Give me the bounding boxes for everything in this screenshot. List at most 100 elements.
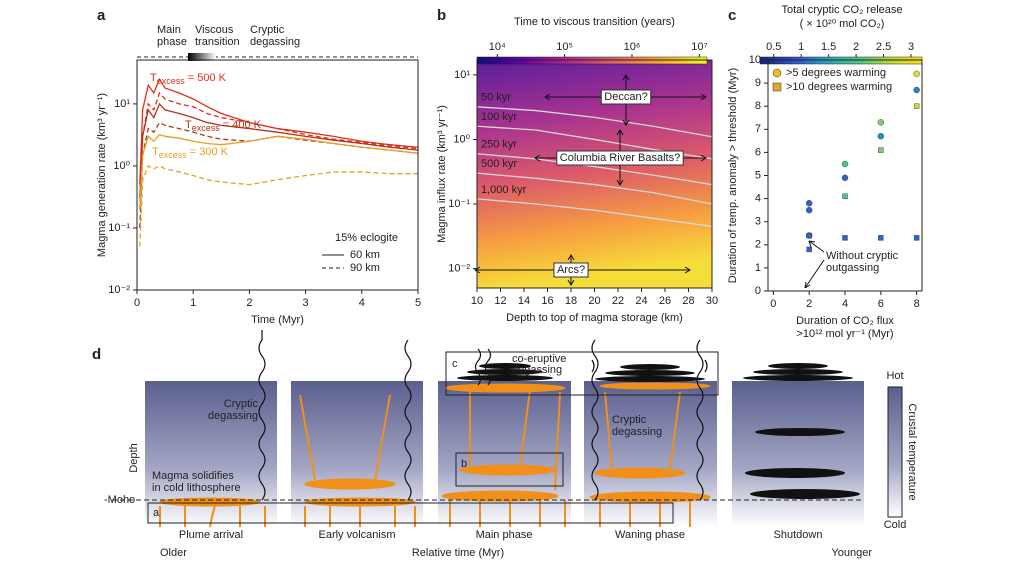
colorbar-tick-label: 2	[853, 41, 859, 53]
note: degassing	[512, 364, 562, 376]
annotation: Texcess = 500 K	[150, 72, 227, 86]
annotation-text: = 300 K	[190, 146, 229, 158]
y-tick-label: 1	[755, 262, 761, 274]
y-axis-label: Magma influx rate (km³ yr⁻¹)	[436, 105, 448, 243]
stage-panel	[732, 381, 864, 527]
legend-label: >10 degrees warming	[786, 81, 892, 93]
box-label: b	[461, 458, 467, 470]
colorbar-tick-label: 10⁵	[556, 41, 573, 53]
point	[841, 160, 849, 168]
annotation: Arcs?	[557, 264, 585, 276]
colorbar-title: Crustal temperature	[906, 403, 918, 500]
zoom-boxes	[112, 351, 903, 524]
x-tick-label: 5	[415, 297, 421, 309]
stage-panel	[438, 381, 571, 527]
box-label: c	[452, 358, 458, 370]
annotation-box	[553, 262, 589, 278]
note: Cryptic	[224, 398, 259, 410]
y-tick-label: 9	[755, 77, 761, 89]
x-tick-label: 30	[706, 295, 718, 307]
x-tick-label: 2	[246, 297, 252, 309]
y-tick-label: 10⁻¹	[108, 222, 130, 234]
y-tick-label: 3	[755, 216, 761, 228]
stage-label: Waning phase	[615, 529, 685, 541]
point	[805, 206, 813, 214]
x-tick-label: 16	[541, 295, 553, 307]
degassing-arrows	[258, 330, 708, 501]
note: degassing	[208, 410, 258, 422]
phase-bar	[188, 53, 216, 61]
annotation-text: = 500 K	[188, 72, 227, 84]
x-axis-label: Time (Myr)	[251, 314, 304, 326]
annotation-text: = 400 K	[223, 119, 262, 131]
note: in cold lithosphere	[152, 482, 241, 494]
point	[877, 119, 885, 126]
contour-label: 50 kyr	[481, 92, 511, 104]
point	[806, 232, 812, 239]
phase-label: phase	[157, 36, 187, 48]
contour-label: 500 kyr	[481, 158, 517, 170]
contour-label: 1,000 kyr	[481, 184, 527, 196]
x-tick-label: 4	[842, 298, 848, 310]
line	[139, 77, 419, 185]
y-tick-label: 10	[749, 54, 761, 66]
phase-label: Main	[157, 24, 181, 36]
annotation: Texcess = 300 K	[152, 146, 229, 160]
phase-label: Cryptic	[250, 24, 285, 36]
panel-letter: c	[728, 7, 736, 24]
y-tick-label: 2	[755, 239, 761, 251]
lava-and-solid-magma	[457, 363, 860, 499]
point	[913, 235, 920, 241]
annotation: outgassing	[826, 262, 879, 274]
x-tick-label: 10	[471, 295, 483, 307]
contour-line	[476, 153, 713, 186]
point	[842, 193, 848, 199]
line	[139, 91, 419, 210]
y-axis-label: Duration of temp. anomaly > threshold (M…	[727, 68, 739, 284]
phase-label: degassing	[250, 36, 300, 48]
colorbar-tick-label: 1	[798, 41, 804, 53]
panel-letter: b	[437, 7, 446, 24]
time-end: Younger	[831, 547, 872, 559]
colorbar-title: Total cryptic CO₂ release	[781, 4, 902, 16]
plot-frame	[136, 59, 419, 291]
note: Cryptic	[612, 414, 647, 426]
x-tick-label: 3	[303, 297, 309, 309]
note: co-eruptive	[512, 353, 566, 365]
subscript: excess	[159, 150, 188, 160]
depth-label: Depth	[128, 443, 140, 472]
symbol: T	[152, 146, 159, 158]
colorbar-title: Time to viscous transition (years)	[514, 16, 675, 28]
legend-title: 15% eclogite	[335, 232, 398, 244]
colorbar-tick-label: 0.5	[766, 41, 781, 53]
x-tick-label: 24	[635, 295, 647, 307]
stage-label: Shutdown	[774, 529, 823, 541]
y-tick-label: 10¹	[454, 69, 470, 81]
point	[805, 200, 813, 207]
colorbar-title: ( × 10²⁰ mol CO₂)	[800, 18, 885, 30]
line	[139, 165, 418, 247]
y-tick-label: 0	[755, 285, 761, 297]
y-tick-label: 10⁰	[453, 133, 470, 145]
note: degassing	[612, 426, 662, 438]
x-tick-label: 0	[770, 298, 776, 310]
subscript: excess	[192, 123, 221, 133]
line	[139, 133, 419, 210]
x-tick-label: 8	[914, 298, 920, 310]
y-tick-label: 7	[755, 123, 761, 135]
annotation-box	[600, 89, 652, 105]
y-tick-label: 8	[755, 100, 761, 112]
colorbar-tick-label: 10⁶	[624, 41, 641, 53]
legend-label: >5 degrees warming	[786, 67, 886, 79]
phase-label: transition	[195, 36, 240, 48]
annotation-box	[556, 150, 684, 166]
annotation: Columbia River Basalts?	[560, 152, 680, 164]
plot-frame	[767, 59, 923, 292]
annotation: Without cryptic	[826, 250, 899, 262]
x-tick-label: 26	[659, 295, 671, 307]
annotation: Texcess = 400 K	[185, 119, 262, 133]
x-tick-label: 0	[134, 297, 140, 309]
colorbar-tick-label: 10⁷	[691, 41, 707, 53]
x-axis-label: >10¹² mol yr⁻¹ (Myr)	[796, 328, 893, 340]
